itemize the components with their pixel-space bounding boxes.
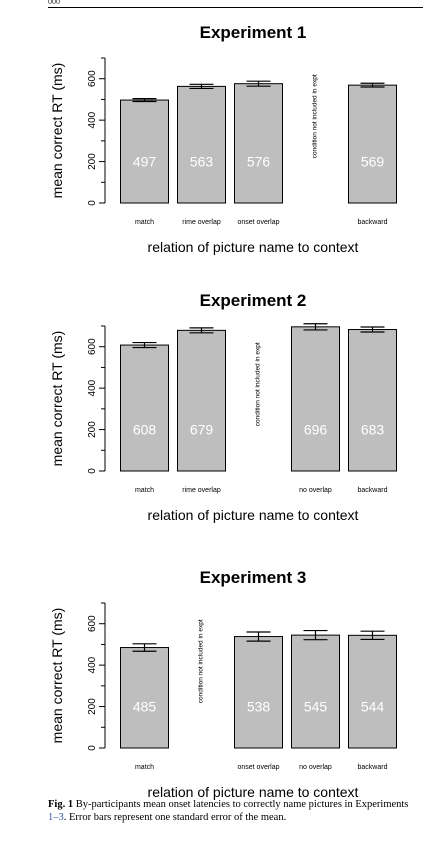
data-label: 696 — [304, 422, 328, 438]
data-label: 538 — [247, 699, 271, 715]
y-tick-label: 0 — [87, 745, 98, 751]
y-tick-label: 400 — [87, 656, 98, 673]
y-tick-label: 400 — [87, 379, 98, 396]
x-tick-label: onset overlap — [237, 764, 279, 771]
chart-experiment-3: Experiment 3 mean correct RT (ms) 0 200 400 6… — [49, 568, 397, 800]
y-tick-label: 600 — [87, 615, 98, 632]
figure-caption: Fig. 1 By-participants mean onset latenc… — [48, 798, 420, 824]
bar — [120, 99, 169, 204]
x-tick-label: onset overlap — [237, 219, 279, 226]
data-label: 544 — [361, 699, 385, 715]
x-axis-label: relation of picture name to context — [148, 784, 359, 800]
caption-reference: 1–3 — [48, 812, 64, 823]
x-tick-label: backward — [358, 219, 388, 226]
page-number: 000 — [48, 0, 60, 6]
chart-title: Experiment 2 — [200, 291, 307, 310]
missing-condition-note: condition not included in expt — [198, 619, 205, 703]
y-tick-label: 0 — [87, 468, 98, 474]
x-tick-label: backward — [358, 764, 388, 771]
bar — [291, 634, 340, 749]
bar — [234, 83, 283, 204]
y-tick-label: 200 — [87, 153, 98, 170]
x-tick-label: no overlap — [299, 764, 332, 771]
y-tick-label: 600 — [87, 338, 98, 355]
x-tick-label: rime overlap — [182, 219, 221, 226]
x-tick-label: no overlap — [299, 487, 332, 494]
missing-condition-note: condition not included in expt — [255, 342, 262, 426]
data-label: 497 — [133, 154, 157, 170]
data-label: 569 — [361, 154, 385, 170]
bar — [291, 326, 340, 472]
caption-label: Fig. 1 — [48, 799, 74, 810]
y-tick-label: 200 — [87, 421, 98, 438]
x-tick-label: match — [135, 219, 154, 226]
data-label: 545 — [304, 699, 328, 715]
y-tick-label: 600 — [87, 70, 98, 87]
data-label: 485 — [133, 699, 157, 715]
chart-experiment-2: Experiment 2 mean correct RT (ms) 0 200 400 6… — [49, 291, 397, 523]
chart-panel-experiment-3: Experiment 3 mean correct RT (ms) 0 200 400 6… — [0, 563, 427, 835]
x-axis-label: relation of picture name to context — [148, 239, 359, 255]
bar — [177, 329, 226, 472]
x-tick-label: backward — [358, 487, 388, 494]
chart-panel-experiment-1: Experiment 1 mean correct RT (ms) 0 200 400 6… — [0, 18, 427, 290]
bar — [120, 344, 169, 472]
x-tick-label: match — [135, 764, 154, 771]
chart-experiment-1: Experiment 1 mean correct RT (ms) 0 200 400 6… — [49, 23, 397, 255]
y-tick-label: 200 — [87, 698, 98, 715]
chart-title: Experiment 3 — [200, 568, 307, 587]
missing-condition-note: condition not included in expt — [312, 74, 319, 158]
data-label: 683 — [361, 422, 385, 438]
chart-panel-experiment-2: Experiment 2 mean correct RT (ms) 0 200 400 6… — [0, 286, 427, 558]
y-tick-label: 0 — [87, 200, 98, 206]
chart-title: Experiment 1 — [200, 23, 307, 42]
header-rule — [48, 7, 423, 8]
caption-text-1: By-participants mean onset latencies to … — [73, 799, 409, 810]
x-tick-label: rime overlap — [182, 487, 221, 494]
bar — [348, 84, 397, 204]
y-axis-label: mean correct RT (ms) — [49, 331, 65, 467]
y-tick-label: 400 — [87, 111, 98, 128]
x-tick-label: match — [135, 487, 154, 494]
data-label: 576 — [247, 154, 271, 170]
bar — [177, 85, 226, 204]
caption-text-2: . Error bars represent one standard erro… — [63, 812, 287, 823]
data-label: 608 — [133, 422, 157, 438]
data-label: 563 — [190, 154, 214, 170]
bar — [234, 636, 283, 749]
y-axis-label: mean correct RT (ms) — [49, 63, 65, 199]
bar — [348, 634, 397, 749]
y-axis-label: mean correct RT (ms) — [49, 608, 65, 744]
page-header: 000 — [0, 0, 427, 14]
bar — [120, 647, 169, 749]
x-axis-label: relation of picture name to context — [148, 507, 359, 523]
bar — [348, 329, 397, 472]
data-label: 679 — [190, 422, 214, 438]
